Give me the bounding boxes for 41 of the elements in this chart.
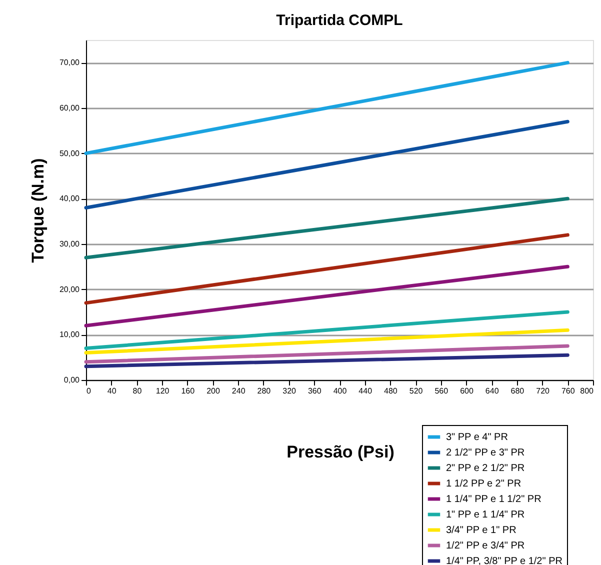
x-tick-label: 600: [460, 386, 474, 396]
x-tick-label: 320: [282, 386, 297, 396]
y-tick-label: 70,00: [59, 58, 80, 68]
chart-title: Tripartida COMPL: [276, 12, 403, 29]
x-tick-label: 160: [181, 386, 196, 396]
x-tick-label: 360: [308, 386, 322, 396]
x-tick-label: 280: [257, 386, 272, 396]
y-tick-label: 60,00: [59, 104, 80, 112]
legend-label: 1 1/2 PP e 2" PR: [446, 478, 522, 490]
legend-label: 3/4" PP e 1" PR: [446, 525, 516, 536]
legend-label: 2" PP e 2 1/2" PR: [446, 463, 525, 474]
x-tick-label: 400: [333, 386, 348, 396]
legend-label: 1" PP e 1 1/4" PR: [446, 510, 525, 520]
x-tick-label: 520: [409, 386, 424, 396]
y-axis-title: Torque (N.m): [28, 158, 48, 263]
x-tick-label: 720: [536, 386, 550, 396]
y-tick-label: 20,00: [59, 284, 80, 294]
x-tick-label: 560: [434, 386, 449, 396]
x-tick-label: 80: [132, 386, 142, 396]
x-tick-label: 800: [580, 386, 594, 396]
legend-label: 1/4" PP, 3/8" PP e 1/2" PR: [446, 556, 562, 565]
x-tick-label: 760: [561, 386, 576, 396]
x-axis-title: Pressão (Psi): [286, 442, 394, 462]
x-tick-label: 0: [86, 386, 92, 396]
y-tick-label: 30,00: [59, 240, 80, 248]
y-tick-label: 0,00: [64, 376, 80, 384]
x-tick-label: 40: [107, 386, 117, 396]
x-tick-label: 480: [384, 386, 398, 396]
x-tick-label: 440: [358, 386, 373, 396]
y-tick-label: 50,00: [59, 148, 80, 158]
legend-label: 3" PP e 4" PR: [446, 432, 508, 443]
x-tick-label: 240: [232, 386, 246, 396]
legend-label: 2 1/2" PP e 3" PR: [446, 448, 525, 458]
x-tick-label: 680: [510, 386, 525, 396]
legend-label: 1 1/4" PP e 1 1/2" PR: [446, 494, 542, 505]
x-tick-label: 640: [485, 386, 500, 396]
y-tick-label: 10,00: [59, 330, 80, 340]
x-tick-label: 200: [206, 386, 220, 396]
legend-label: 1/2" PP e 3/4" PR: [446, 540, 525, 552]
y-tick-label: 40,00: [59, 194, 80, 204]
x-tick-label: 120: [156, 386, 170, 396]
